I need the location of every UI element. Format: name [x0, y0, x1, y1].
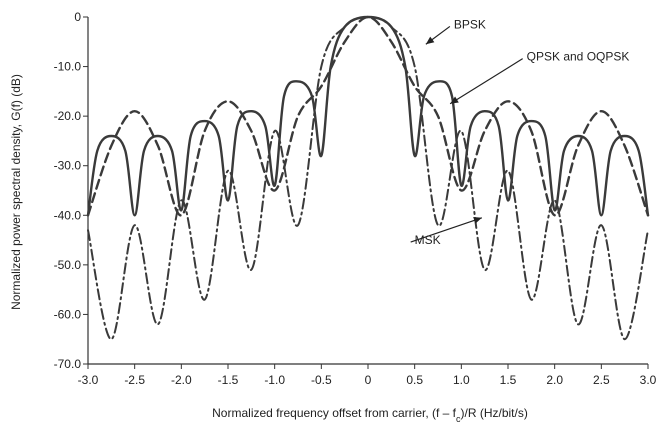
annotation-arrow-msk	[410, 217, 483, 243]
x-tick-label: 2.5	[593, 373, 610, 387]
y-tick-label: -70.0	[54, 357, 82, 371]
y-tick-label: -10.0	[54, 60, 82, 74]
x-tick-label: -1.0	[264, 373, 285, 387]
series-msk	[87, 16, 649, 341]
annotation-arrowhead-bpsk	[425, 36, 435, 45]
x-axis-title: Normalized frequency offset from carrier…	[212, 406, 528, 424]
x-tick-label: 0	[365, 373, 372, 387]
annotation-arrowhead-msk	[473, 217, 482, 224]
y-tick-label: -30.0	[54, 159, 82, 173]
y-tick-label: -20.0	[54, 109, 82, 123]
x-tick-label: 0.5	[406, 373, 423, 387]
x-tick-label: -1.5	[218, 373, 239, 387]
series-qpsk-and-oqpsk	[86, 15, 650, 217]
x-tick-label: -3.0	[78, 373, 99, 387]
x-tick-label: -0.5	[311, 373, 332, 387]
annotation-arrowhead-qpsk-and-oqpsk	[450, 96, 459, 104]
annotation-label-qpsk-and-oqpsk: QPSK and OQPSK	[527, 50, 630, 64]
y-tick-label: -50.0	[54, 258, 82, 272]
axes: 0 -10.0 -20.0 -30.0 -40.0 -50.0 -60.0 -70.0 -3.0…	[54, 10, 657, 387]
x-tick-label: 3.0	[640, 373, 657, 387]
annotation-arrow-qpsk-and-oqpsk	[449, 58, 523, 105]
x-axis-title-subscript: c	[456, 414, 461, 424]
x-tick-label: 2.0	[546, 373, 563, 387]
series-bpsk	[86, 15, 650, 217]
x-tick-label: -2.0	[171, 373, 192, 387]
series-layer	[86, 15, 650, 341]
x-tick-label: 1.5	[500, 373, 517, 387]
x-axis-title-tail: )/R (Hz/bit/s)	[461, 406, 528, 420]
y-tick-label: -40.0	[54, 208, 82, 222]
y-tick-label: 0	[74, 10, 81, 24]
x-axis-title-main: Normalized frequency offset from carrier…	[212, 406, 457, 420]
annotation-layer: BPSK QPSK and OQPSK MSK	[410, 17, 630, 247]
x-tick-label: -2.5	[124, 373, 145, 387]
annotation-label-bpsk: BPSK	[454, 17, 486, 31]
x-tick-label: 1.0	[453, 373, 470, 387]
y-axis-title: Normalized power spectral density, G(f) …	[9, 74, 23, 310]
annotation-label-msk: MSK	[415, 233, 441, 247]
y-tick-label: -60.0	[54, 307, 82, 321]
